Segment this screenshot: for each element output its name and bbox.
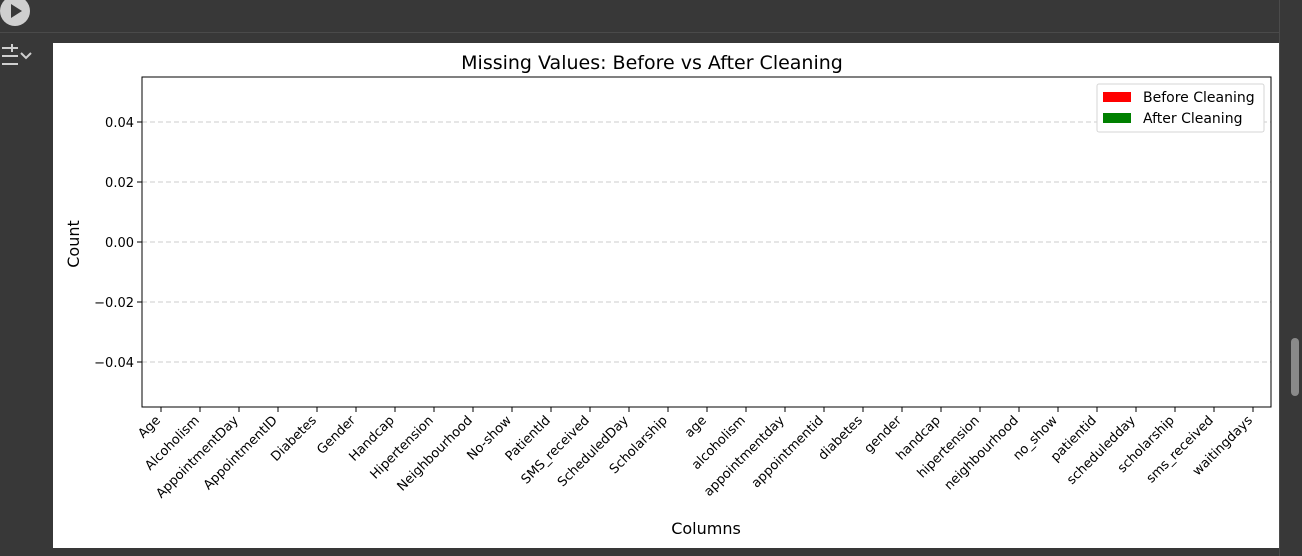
output-collapse-icon[interactable] bbox=[0, 42, 34, 72]
scrollbar-thumb[interactable] bbox=[1291, 338, 1299, 396]
right-gutter bbox=[1279, 0, 1302, 556]
y-tick-label: −0.04 bbox=[94, 356, 134, 371]
cell-output-area: Missing Values: Before vs After Cleaning… bbox=[53, 43, 1279, 548]
x-axis-label: Columns bbox=[671, 519, 741, 538]
chart-title: Missing Values: Before vs After Cleaning bbox=[461, 52, 843, 74]
missing-values-chart: Missing Values: Before vs After Cleaning… bbox=[64, 52, 1272, 538]
y-tick-label: 0.02 bbox=[105, 176, 134, 191]
y-tick-label: −0.02 bbox=[94, 296, 134, 311]
legend-label-before: Before Cleaning bbox=[1143, 90, 1255, 106]
x-tick-label: sms_received bbox=[1144, 413, 1217, 486]
x-tick-label: age bbox=[682, 413, 710, 441]
legend-label-after: After Cleaning bbox=[1143, 111, 1242, 127]
y-axis-label: Count bbox=[64, 220, 83, 268]
x-tick-label: scheduledday bbox=[1064, 413, 1139, 488]
legend: Before Cleaning After Cleaning bbox=[1096, 83, 1265, 133]
y-tick-label: 0.00 bbox=[105, 236, 134, 251]
x-tick-label: Age bbox=[135, 413, 163, 441]
legend-box bbox=[1096, 83, 1265, 133]
x-tick-label: ScheduledDay bbox=[555, 413, 632, 490]
cell-toolbar bbox=[0, 0, 1280, 33]
grid-lines bbox=[142, 121, 1271, 363]
legend-swatch-before bbox=[1103, 92, 1131, 102]
y-tick-label: 0.04 bbox=[105, 116, 134, 131]
plot-area-frame bbox=[141, 76, 1272, 408]
x-axis-ticks: AgeAlcoholismAppointmentDayAppointmentID… bbox=[135, 407, 1256, 502]
run-cell-icon[interactable] bbox=[0, 0, 30, 26]
legend-swatch-after bbox=[1103, 113, 1131, 123]
x-tick-label: SMS_received bbox=[519, 413, 593, 487]
y-axis-ticks: 0.04 0.02 0.00 −0.02 −0.04 bbox=[94, 116, 142, 371]
